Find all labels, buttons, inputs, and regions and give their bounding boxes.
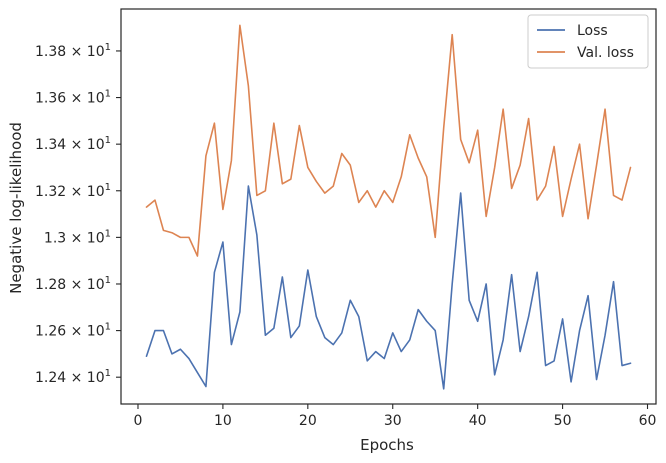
y-tick-label-0: 1.24 × 101 xyxy=(35,368,111,386)
x-axis-title: Epochs xyxy=(360,436,414,454)
y-tick-label-1: 1.26 × 101 xyxy=(35,322,111,340)
x-tick-label-0: 0 xyxy=(134,413,143,429)
x-tick-label-2: 20 xyxy=(299,413,317,429)
plot-frame xyxy=(120,8,657,405)
x-tick-label-6: 60 xyxy=(639,413,657,429)
legend: Loss Val. loss xyxy=(527,14,649,69)
x-tick-label-1: 10 xyxy=(214,413,232,429)
x-tick-label-4: 40 xyxy=(469,413,487,429)
legend-label-0: Loss xyxy=(577,23,608,39)
y-tick-label-5: 1.34 × 101 xyxy=(35,135,111,153)
series-line-0 xyxy=(145,185,632,390)
y-tick-label-3: 1.3 × 101 xyxy=(44,228,111,246)
legend-label-1: Val. loss xyxy=(577,45,634,61)
y-axis-title: Negative log-likelihood xyxy=(7,122,25,294)
x-tick-label-5: 50 xyxy=(554,413,572,429)
y-tick-label-4: 1.32 × 101 xyxy=(35,182,111,200)
legend-box xyxy=(527,14,649,69)
x-tick-label-3: 30 xyxy=(384,413,402,429)
series-line-1 xyxy=(145,24,632,257)
y-tick-label-7: 1.38 × 101 xyxy=(35,42,111,60)
y-tick-label-2: 1.28 × 101 xyxy=(35,275,111,293)
series-layer xyxy=(145,24,632,390)
y-tick-label-6: 1.36 × 101 xyxy=(35,89,111,107)
axes-layer: 0 10 20 30 40 50 60 1.24 × 101 1.26 × 101 1.28 × … xyxy=(35,8,657,429)
